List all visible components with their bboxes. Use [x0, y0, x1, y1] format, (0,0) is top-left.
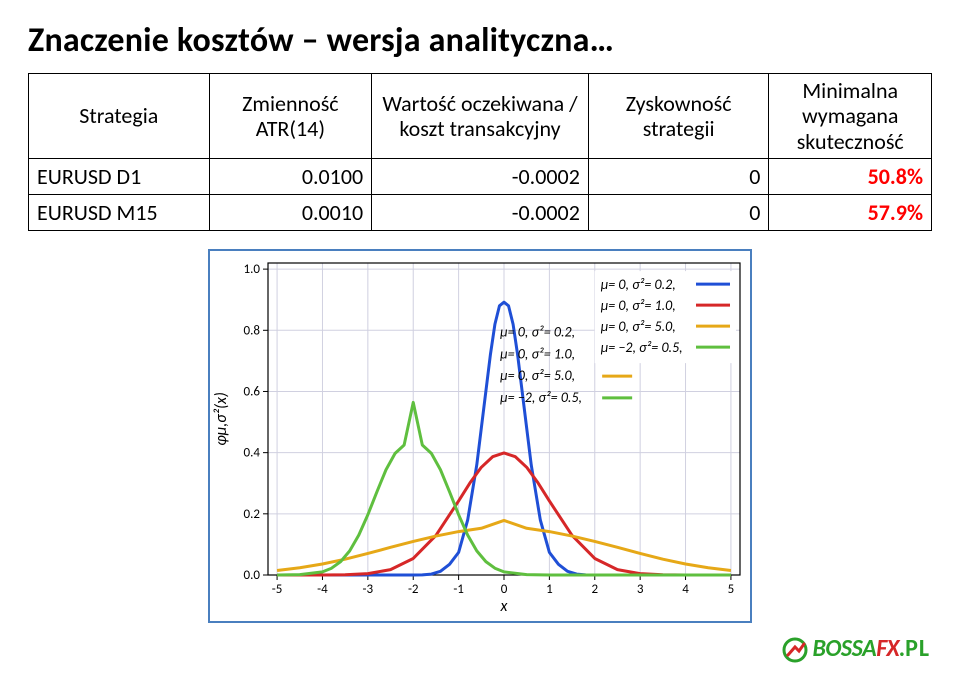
- svg-text:μ= −2, σ²= 0.5,: μ= −2, σ²= 0.5,: [601, 339, 683, 356]
- svg-text:5: 5: [728, 582, 735, 597]
- cell-atr: 0.0100: [209, 158, 372, 194]
- svg-text:2: 2: [591, 582, 598, 597]
- svg-text:3: 3: [637, 582, 644, 597]
- cell-strategy: EURUSD M15: [29, 194, 210, 230]
- svg-text:μ= 0, σ²= 0.2,: μ= 0, σ²= 0.2,: [500, 323, 575, 340]
- table-row: EURUSD D1 0.0100 -0.0002 0 50.8%: [29, 158, 932, 194]
- svg-text:0.0: 0.0: [244, 568, 261, 583]
- col-strategy: Strategia: [29, 74, 210, 159]
- chart-svg: -5 -4 -3 -2 -1 0 1 2 3 4 5 0.0 0.2 0.4 0.6 0.8 1.0 x φμ,σ²…: [210, 251, 750, 621]
- logo-text-pl: PL: [905, 634, 930, 663]
- svg-text:-5: -5: [272, 582, 283, 597]
- svg-text:μ= 0, σ²= 0.2,: μ= 0, σ²= 0.2,: [601, 276, 676, 293]
- cell-eff: 50.8%: [769, 158, 932, 194]
- cell-evcost: -0.0002: [372, 194, 589, 230]
- strategy-table: Strategia Zmienność ATR(14) Wartość ocze…: [28, 73, 932, 231]
- cell-profit: 0: [588, 158, 769, 194]
- svg-text:0.6: 0.6: [244, 384, 261, 399]
- svg-text:μ= 0, σ²= 1.0,: μ= 0, σ²= 1.0,: [601, 297, 676, 314]
- svg-text:0.8: 0.8: [244, 323, 261, 338]
- svg-text:-2: -2: [408, 582, 419, 597]
- svg-text:x: x: [500, 597, 509, 616]
- svg-text:μ= 0, σ²= 5.0,: μ= 0, σ²= 5.0,: [601, 318, 676, 335]
- cell-strategy: EURUSD D1: [29, 158, 210, 194]
- svg-text:-1: -1: [453, 582, 464, 597]
- svg-text:-4: -4: [317, 582, 328, 597]
- bossa-logo: BOSSAFX.PL: [782, 634, 930, 663]
- svg-text:μ= 0, σ²= 1.0,: μ= 0, σ²= 1.0,: [500, 345, 575, 362]
- col-evcost: Wartość oczekiwana / koszt transakcyjny: [372, 74, 589, 159]
- svg-text:φμ,σ²(x): φμ,σ²(x): [212, 392, 231, 446]
- cell-profit: 0: [588, 194, 769, 230]
- cell-atr: 0.0010: [209, 194, 372, 230]
- cell-evcost: -0.0002: [372, 158, 589, 194]
- logo-icon: [782, 637, 808, 663]
- svg-text:1: 1: [546, 582, 553, 597]
- col-atr: Zmienność ATR(14): [209, 74, 372, 159]
- svg-text:0.2: 0.2: [244, 507, 261, 522]
- svg-text:-3: -3: [363, 582, 374, 597]
- svg-text:1.0: 1.0: [244, 262, 261, 277]
- logo-text-bossa: BOSSA: [812, 634, 876, 663]
- logo-text-fx: FX: [876, 634, 899, 663]
- table-row: EURUSD M15 0.0010 -0.0002 0 57.9%: [29, 194, 932, 230]
- svg-text:μ= −2, σ²= 0.5,: μ= −2, σ²= 0.5,: [500, 389, 582, 406]
- table-header-row: Strategia Zmienność ATR(14) Wartość ocze…: [29, 74, 932, 159]
- svg-text:μ= 0, σ²= 5.0,: μ= 0, σ²= 5.0,: [500, 367, 575, 384]
- page-title: Znaczenie kosztów – wersja analityczna…: [28, 20, 932, 61]
- col-profit: Zyskowność strategii: [588, 74, 769, 159]
- cell-eff: 57.9%: [769, 194, 932, 230]
- svg-text:4: 4: [682, 582, 689, 597]
- svg-text:0.4: 0.4: [244, 446, 261, 461]
- svg-text:0: 0: [501, 582, 508, 597]
- col-efficiency: Minimalna wymagana skuteczność: [769, 74, 932, 159]
- pdf-chart: -5 -4 -3 -2 -1 0 1 2 3 4 5 0.0 0.2 0.4 0.6 0.8 1.0 x φμ,σ²…: [208, 249, 752, 623]
